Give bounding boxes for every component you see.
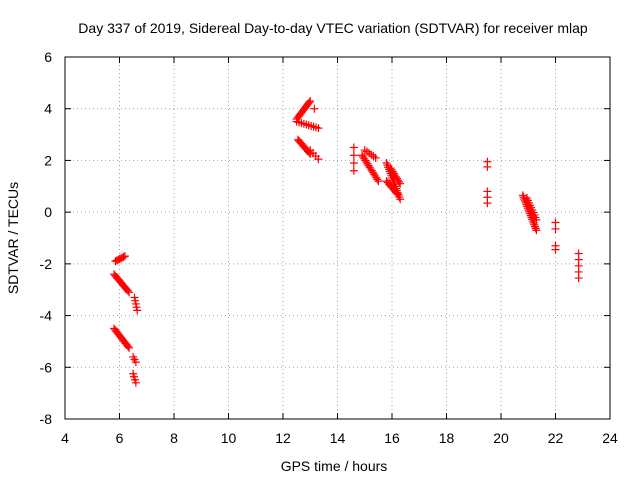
data-point <box>349 151 358 160</box>
data-point <box>373 175 382 184</box>
data-point <box>349 159 358 168</box>
data-point <box>133 306 142 315</box>
data-point <box>305 98 314 107</box>
x-tick-label: 4 <box>61 430 69 446</box>
data-point <box>532 226 541 235</box>
data-point <box>314 124 323 133</box>
chart-title: Day 337 of 2019, Sidereal Day-to-day VTE… <box>78 20 588 36</box>
x-tick-label: 10 <box>221 430 237 446</box>
data-point <box>574 274 583 283</box>
data-point <box>395 177 404 186</box>
x-tick-label: 20 <box>493 430 509 446</box>
y-tick-label: 6 <box>44 49 52 65</box>
data-point <box>125 288 134 297</box>
x-tick-label: 6 <box>116 430 124 446</box>
x-tick-label: 22 <box>548 430 564 446</box>
y-tick-label: -6 <box>40 359 53 375</box>
grid-lines <box>65 57 610 419</box>
x-tick-label: 12 <box>275 430 291 446</box>
data-point <box>519 193 528 202</box>
y-tick-label: -8 <box>40 411 53 427</box>
data-point <box>314 155 323 164</box>
y-tick-label: -2 <box>40 256 53 272</box>
data-point <box>483 162 492 171</box>
x-tick-label: 8 <box>170 430 178 446</box>
data-point <box>531 224 540 233</box>
x-axis-label: GPS time / hours <box>281 458 388 474</box>
data-point <box>131 358 140 367</box>
data-point <box>392 188 401 197</box>
x-tick-label: 16 <box>384 430 400 446</box>
data-point <box>123 342 132 351</box>
data-point <box>374 177 383 186</box>
data-point <box>349 166 358 175</box>
data-point <box>532 215 541 224</box>
y-tick-label: 4 <box>44 101 52 117</box>
data-point <box>125 343 134 352</box>
data-point <box>483 199 492 208</box>
y-tick-label: -4 <box>40 308 53 324</box>
data-point <box>123 286 132 295</box>
data-point <box>530 220 539 229</box>
y-tick-label: 0 <box>44 204 52 220</box>
data-point <box>551 245 560 254</box>
data-point <box>310 104 319 113</box>
axis-ticks <box>64 56 611 420</box>
x-axis-tick-labels: 4 6 8 10 12 14 16 18 20 22 24 <box>61 430 618 446</box>
data-point <box>119 252 128 261</box>
x-tick-label: 24 <box>602 430 618 446</box>
y-axis-tick-labels: -8 -6 -4 -2 0 2 4 6 <box>40 49 53 427</box>
x-tick-label: 14 <box>330 430 346 446</box>
data-point <box>306 96 315 105</box>
data-point <box>131 378 140 387</box>
data-point <box>530 222 539 231</box>
data-point <box>371 153 380 162</box>
data-point <box>393 190 402 199</box>
y-tick-label: 2 <box>44 152 52 168</box>
y-axis-label: SDTVAR / TECUs <box>5 182 21 294</box>
data-point <box>349 143 358 152</box>
data-point <box>518 191 527 200</box>
data-point <box>396 179 405 188</box>
data-point <box>396 195 405 204</box>
data-point <box>551 224 560 233</box>
data-point <box>120 252 129 261</box>
data-points <box>110 96 583 387</box>
x-tick-label: 18 <box>439 430 455 446</box>
